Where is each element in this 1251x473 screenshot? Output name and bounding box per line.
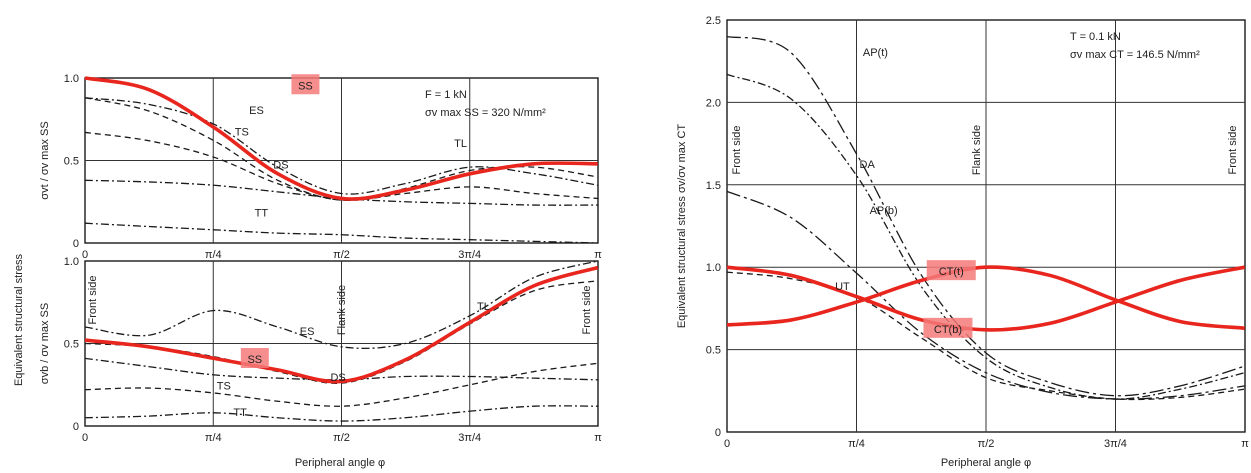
series-label-tl: TL: [477, 301, 490, 313]
series-label-ts: TS: [217, 380, 231, 392]
y-axis-label: σvt / σv max SS: [39, 121, 51, 199]
x-tick-label: π/4: [848, 438, 865, 450]
x-tick-label: 0: [724, 438, 730, 450]
series-line-ctt: [726, 265, 1246, 332]
annotation-flank-side: Flank side: [336, 285, 348, 335]
y-axis-label: σvb / σv max SS: [39, 303, 51, 384]
y-tick-label: 1.5: [706, 180, 721, 192]
series-label-ts: TS: [235, 126, 249, 138]
series-label-ctt-highlight-box: [926, 260, 976, 281]
series-line-ts: [84, 362, 598, 407]
series-line-tl: [84, 260, 598, 349]
x-tick-label: 0: [82, 249, 88, 261]
series-label-ctb-highlight-box: [923, 317, 973, 338]
series-label-es: ES: [249, 105, 264, 117]
annotation-front-side-right: Front side: [581, 286, 593, 335]
left-x-axis-label: Peripheral angle φ: [295, 457, 385, 469]
series-label-ut: UT: [835, 281, 850, 293]
series-line-tt: [84, 405, 598, 422]
series-label-ctt: CT(t): [939, 266, 964, 278]
series-label-ss: SS: [247, 354, 262, 366]
x-tick-label: π: [594, 432, 602, 444]
series-label-ss: SS: [298, 80, 313, 92]
series-line-apb: [726, 190, 1245, 400]
y-tick-label: 0: [73, 421, 79, 433]
left-y-axis-label: Equivalent structural stress: [13, 253, 25, 386]
series-label-da: DA: [860, 159, 876, 171]
series-label-tt: TT: [233, 407, 247, 419]
y-tick-label: 2.0: [706, 97, 721, 109]
series-line-tt: [84, 222, 598, 244]
x-tick-label: π/2: [333, 249, 350, 261]
series-line-ss: [84, 76, 598, 201]
series-line-ctb: [726, 265, 1245, 330]
shared-labels: Equivalent structural stress Peripheral …: [13, 253, 385, 469]
x-tick-label: π/4: [205, 432, 222, 444]
y-tick-label: 0.5: [64, 156, 79, 168]
series-line-es: [84, 97, 598, 201]
x-tick-label: 3π/4: [1104, 438, 1127, 450]
series-line-ss: [84, 265, 599, 384]
x-tick-label: π: [594, 249, 602, 261]
y-tick-label: 0: [73, 238, 79, 250]
annotation-force: T = 0.1 kN: [1070, 31, 1121, 43]
series-label-tt: TT: [255, 207, 269, 219]
chart-left-bottom: 0 π/4 π/2 3π/4 π 0 0.5 1.0 σvb / σv max SS SS TL ES…: [39, 256, 602, 444]
y-tick-label: 1.0: [706, 262, 721, 274]
series-label-es: ES: [300, 326, 315, 338]
y-tick-label: 1.0: [64, 73, 79, 85]
annotation-force: F = 1 kN: [425, 89, 467, 101]
series-label-apt: AP(t): [863, 47, 888, 59]
x-tick-label: π/4: [205, 249, 222, 261]
series-line-da: [726, 73, 1245, 400]
y-tick-label: 1.0: [64, 256, 79, 268]
chart-left-top: 0 π/4 π/2 3π/4 π 0 0.5 1.0 σvt / σv max SS SS TL ES…: [39, 73, 602, 261]
y-tick-label: 0.5: [706, 345, 721, 357]
x-tick-label: 0: [82, 432, 88, 444]
series-label-apb: AP(b): [870, 205, 898, 217]
annotation-reference-stress: σv max SS = 320 N/mm²: [425, 107, 546, 119]
annotation-front-side-left: Front side: [731, 126, 743, 175]
y-axis-label: Equivalent structural stress σv/σv max C…: [676, 124, 688, 329]
series-label-ds: DS: [330, 372, 345, 384]
x-axis-label: Peripheral angle φ: [941, 457, 1031, 469]
chart-right: 0 π/4 π/2 3π/4 π 0 0.5 1.0 1.5 2.0 2.5 Equivalent s…: [676, 15, 1249, 469]
annotation-flank-side: Flank side: [971, 125, 983, 175]
x-tick-label: 3π/4: [458, 432, 481, 444]
y-tick-label: 0: [715, 427, 721, 439]
series-label-tl: TL: [454, 138, 467, 150]
annotation-front-side-left: Front side: [87, 276, 99, 325]
series-label-ds: DS: [273, 159, 288, 171]
series-label-ctb: CT(b): [934, 324, 962, 336]
x-tick-label: 3π/4: [458, 249, 481, 261]
series-label-ss-highlight-box: [240, 348, 269, 368]
y-tick-label: 0.5: [64, 339, 79, 351]
x-tick-label: π: [1241, 438, 1249, 450]
x-tick-label: π/2: [978, 438, 995, 450]
annotation-reference-stress: σv max CT = 146.5 N/mm²: [1070, 49, 1200, 61]
series-line-ts: [84, 131, 598, 202]
series-label-ss-highlight-box: [291, 74, 320, 95]
y-tick-label: 2.5: [706, 15, 721, 27]
series-line-tl: [84, 97, 598, 195]
annotation-front-side-right: Front side: [1227, 126, 1239, 175]
x-tick-label: π/2: [333, 432, 350, 444]
